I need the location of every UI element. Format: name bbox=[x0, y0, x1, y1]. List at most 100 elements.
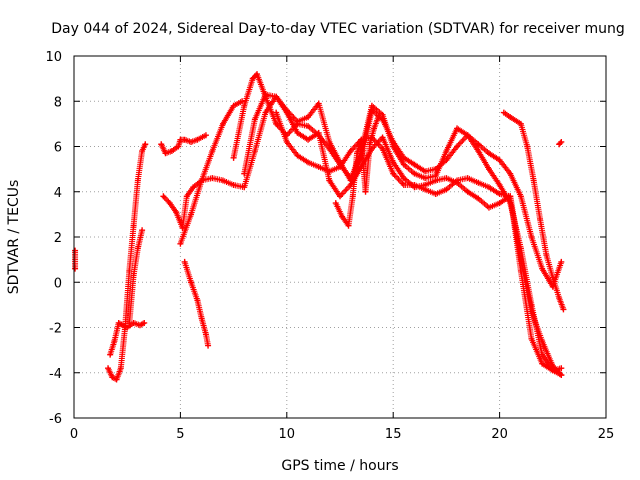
data-point bbox=[422, 168, 429, 175]
y-tick-label: 6 bbox=[54, 141, 62, 156]
data-point bbox=[230, 102, 237, 109]
data-point bbox=[134, 245, 141, 252]
y-tick-label: 4 bbox=[54, 186, 62, 201]
data-point bbox=[188, 138, 195, 145]
series-noise-midday bbox=[332, 114, 382, 229]
series-arc-rise-early bbox=[105, 141, 149, 383]
x-axis-title: GPS time / hours bbox=[281, 458, 398, 474]
data-point bbox=[556, 295, 563, 302]
data-point bbox=[549, 274, 556, 281]
data-point bbox=[283, 138, 290, 145]
data-point bbox=[202, 132, 209, 139]
data-point bbox=[183, 193, 190, 200]
data-point bbox=[454, 125, 461, 132]
series-arc-diagonal-a bbox=[177, 98, 246, 247]
data-point bbox=[230, 181, 237, 188]
x-tick-label: 15 bbox=[385, 427, 402, 442]
data-point bbox=[390, 170, 397, 177]
data-point bbox=[464, 132, 471, 139]
data-point bbox=[188, 211, 195, 218]
data-point bbox=[158, 141, 165, 148]
data-point bbox=[358, 136, 365, 143]
y-tick-label: -4 bbox=[49, 367, 62, 382]
data-point bbox=[337, 163, 343, 170]
data-point bbox=[496, 181, 503, 188]
data-point bbox=[230, 154, 237, 161]
data-point bbox=[379, 111, 386, 118]
data-point bbox=[105, 365, 112, 372]
data-point bbox=[517, 193, 524, 200]
data-point bbox=[485, 204, 492, 211]
data-point bbox=[400, 181, 407, 188]
data-point bbox=[139, 227, 146, 234]
data-point bbox=[72, 265, 79, 272]
data-point bbox=[175, 143, 182, 150]
data-point bbox=[379, 134, 386, 141]
data-point bbox=[400, 161, 407, 168]
data-point bbox=[209, 175, 216, 182]
x-tick-label: 0 bbox=[70, 427, 78, 442]
data-point bbox=[443, 148, 450, 155]
data-point bbox=[241, 184, 248, 191]
data-point bbox=[517, 267, 524, 274]
data-point bbox=[507, 193, 514, 200]
x-tick-label: 5 bbox=[176, 427, 184, 442]
data-point bbox=[241, 170, 248, 177]
series-arc-broad-c bbox=[273, 109, 565, 379]
data-point bbox=[181, 258, 188, 265]
data-point bbox=[537, 215, 544, 222]
data-point bbox=[139, 148, 146, 155]
data-point bbox=[190, 184, 197, 191]
data-point bbox=[432, 191, 439, 198]
data-point bbox=[390, 159, 397, 166]
data-point bbox=[162, 150, 169, 157]
data-point bbox=[326, 168, 333, 175]
data-point bbox=[130, 272, 137, 279]
data-point bbox=[485, 150, 492, 157]
data-point bbox=[141, 319, 148, 326]
data-point bbox=[126, 319, 133, 326]
data-point bbox=[339, 213, 346, 220]
data-point bbox=[168, 148, 175, 155]
data-point bbox=[115, 319, 122, 326]
data-point bbox=[326, 138, 333, 145]
data-point bbox=[136, 322, 143, 329]
data-points bbox=[72, 71, 567, 383]
data-point bbox=[126, 267, 133, 274]
data-point bbox=[72, 247, 79, 254]
data-point bbox=[530, 177, 537, 184]
data-point bbox=[558, 258, 565, 265]
data-point bbox=[130, 222, 137, 229]
data-point bbox=[349, 193, 356, 200]
y-tick-label: 8 bbox=[54, 95, 62, 110]
data-point bbox=[251, 116, 258, 123]
data-point bbox=[119, 322, 126, 329]
plot-frame bbox=[73, 55, 607, 419]
data-point bbox=[124, 324, 131, 331]
data-point bbox=[422, 181, 429, 188]
series-arc-late-right bbox=[500, 109, 567, 313]
data-point bbox=[326, 177, 333, 184]
data-point bbox=[454, 179, 461, 186]
data-point bbox=[443, 186, 450, 193]
axis-ticks: 0 5 10 15 20 25 -6 -4 -2 0 2 4 6 8 10 bbox=[45, 50, 614, 442]
data-point bbox=[219, 120, 226, 127]
data-point bbox=[305, 123, 312, 130]
y-tick-label: 2 bbox=[54, 231, 62, 246]
grid bbox=[74, 56, 606, 418]
data-point bbox=[219, 177, 226, 184]
data-point bbox=[558, 365, 565, 372]
data-point bbox=[485, 166, 492, 173]
data-point bbox=[273, 93, 280, 100]
data-point bbox=[107, 351, 114, 358]
data-point bbox=[160, 193, 167, 200]
x-tick-label: 20 bbox=[491, 427, 508, 442]
data-point bbox=[142, 141, 149, 148]
data-point bbox=[560, 306, 567, 313]
data-point bbox=[166, 200, 173, 207]
data-point bbox=[411, 170, 418, 177]
data-point bbox=[305, 114, 312, 121]
data-point bbox=[254, 71, 261, 78]
data-point bbox=[368, 102, 375, 109]
